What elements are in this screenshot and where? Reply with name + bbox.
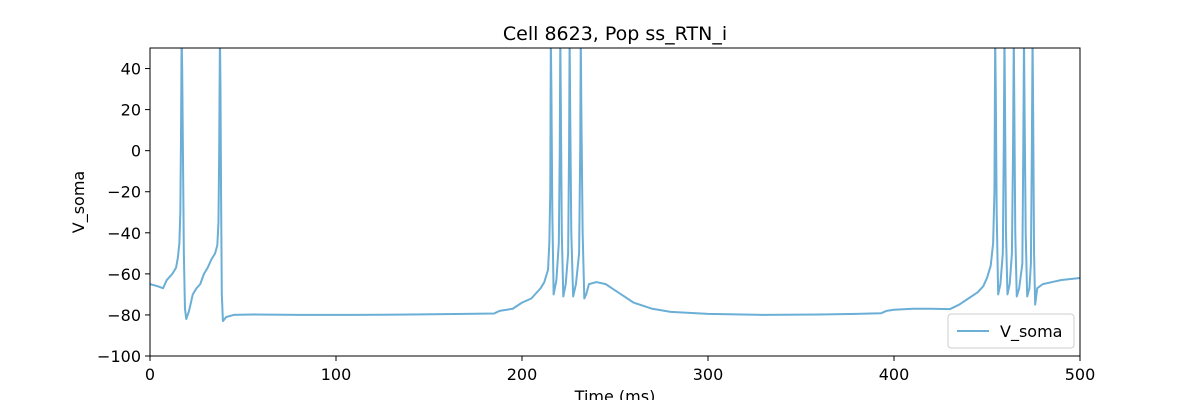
legend-box: [947, 313, 1075, 349]
y-tick-label: −40: [107, 224, 141, 243]
chart-title: Cell 8623, Pop ss_RTN_i: [503, 23, 727, 45]
x-axis-label: Time (ms): [574, 387, 656, 400]
plot-frame: [149, 47, 1081, 357]
x-tick-label: 400: [879, 365, 910, 384]
x-tick-label: 100: [321, 365, 352, 384]
x-tick-label: 500: [1065, 365, 1096, 384]
x-tick-label: 200: [507, 365, 538, 384]
legend-label: V_soma: [1000, 322, 1062, 342]
y-axis: −100 −80 −60 −40 −20 0 20 40: [97, 60, 150, 366]
y-tick-label: 0: [131, 142, 141, 161]
plot-area: [150, 48, 1080, 323]
y-tick-label: −100: [97, 347, 141, 366]
y-tick-label: −20: [107, 183, 141, 202]
y-tick-label: 40: [121, 60, 141, 79]
x-axis: 0 100 200 300 400 500: [145, 356, 1095, 384]
x-tick-label: 300: [693, 365, 724, 384]
x-tick-label: 0: [145, 365, 155, 384]
y-axis-label: V_soma: [69, 171, 89, 233]
y-tick-label: −60: [107, 265, 141, 284]
y-tick-label: −80: [107, 306, 141, 325]
legend: V_soma: [947, 313, 1075, 349]
series-line-0: [150, 48, 1080, 323]
y-tick-label: 20: [121, 101, 141, 120]
